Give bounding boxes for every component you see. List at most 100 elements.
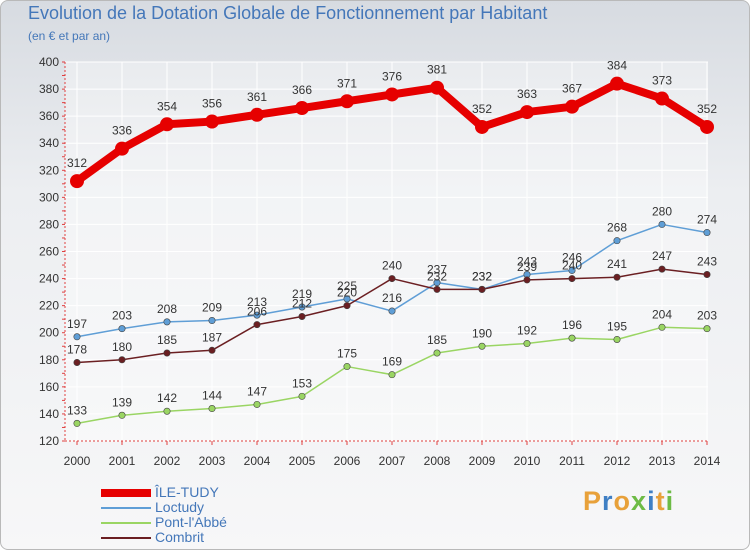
data-point [700, 119, 714, 134]
data-point [565, 99, 579, 114]
data-point [613, 273, 621, 281]
data-label: 352 [697, 102, 717, 116]
y-tick-label: 360 [39, 109, 59, 123]
x-tick-label: 2010 [514, 454, 541, 468]
data-point [703, 229, 711, 237]
data-label: 219 [292, 287, 312, 301]
x-tick-label: 2011 [559, 454, 585, 468]
data-label: 220 [337, 286, 357, 300]
data-point [478, 342, 486, 350]
data-point [388, 275, 396, 283]
y-tick-label: 180 [39, 353, 59, 367]
data-point [298, 303, 306, 311]
data-point [613, 335, 621, 343]
data-label: 239 [517, 260, 537, 274]
data-label: 209 [202, 301, 222, 315]
data-label: 147 [247, 384, 267, 398]
data-point [655, 91, 669, 106]
data-label: 232 [472, 269, 492, 283]
y-tick-label: 160 [39, 380, 59, 394]
data-point [343, 295, 351, 303]
data-label: 212 [292, 296, 312, 310]
data-point [73, 358, 81, 366]
data-label: 216 [382, 291, 402, 305]
data-point [343, 302, 351, 310]
data-point [613, 237, 621, 245]
data-label: 144 [202, 389, 222, 403]
data-label: 247 [652, 249, 672, 263]
logo-letter: x [631, 486, 648, 516]
x-tick-label: 2013 [649, 454, 676, 468]
y-tick-label: 240 [39, 272, 59, 286]
data-point [208, 346, 216, 354]
data-point [298, 312, 306, 320]
data-point [163, 407, 171, 415]
data-point [295, 101, 309, 116]
data-point [388, 371, 396, 379]
data-point [520, 105, 534, 120]
proxiti-logo: Proxiti [583, 486, 674, 517]
x-tick-label: 2012 [604, 454, 631, 468]
data-point [298, 392, 306, 400]
data-label: 363 [517, 87, 537, 101]
logo-letter: t [655, 486, 666, 516]
data-point [478, 285, 486, 293]
data-label: 185 [157, 333, 177, 347]
legend-swatch [101, 522, 151, 524]
data-point [163, 349, 171, 357]
data-point [160, 117, 174, 132]
x-tick-label: 2000 [64, 454, 91, 468]
data-point [385, 87, 399, 102]
data-label: 241 [607, 257, 627, 271]
data-label: 232 [427, 269, 447, 283]
data-point [568, 275, 576, 283]
y-tick-label: 280 [39, 217, 59, 231]
data-label: 175 [337, 347, 357, 361]
data-label: 240 [382, 259, 402, 273]
data-label: 366 [292, 83, 312, 97]
logo-letter: i [647, 486, 656, 516]
data-label: 352 [472, 102, 492, 116]
data-label: 243 [517, 255, 537, 269]
logo-letter: P [583, 486, 603, 516]
data-point [250, 107, 264, 122]
data-label: 274 [697, 213, 717, 227]
y-tick-label: 260 [39, 245, 59, 259]
data-point [343, 363, 351, 371]
data-point [253, 400, 261, 408]
y-tick-label: 340 [39, 136, 59, 150]
legend-swatch [101, 489, 151, 497]
logo-letter: r [602, 486, 614, 516]
data-label: 232 [472, 269, 492, 283]
data-label: 203 [697, 309, 717, 323]
x-tick-label: 2008 [424, 454, 451, 468]
data-label: 371 [337, 76, 357, 90]
data-point [340, 94, 354, 109]
data-label: 180 [112, 340, 132, 354]
data-label: 187 [202, 330, 222, 344]
data-label: 185 [427, 333, 447, 347]
data-point [475, 119, 489, 134]
legend-swatch [101, 507, 151, 509]
data-point [658, 323, 666, 331]
data-point [523, 276, 531, 284]
data-label: 268 [607, 221, 627, 235]
data-label: 213 [247, 295, 267, 309]
data-label: 246 [562, 250, 582, 264]
data-point [658, 265, 666, 273]
x-tick-label: 2009 [469, 454, 496, 468]
data-label: 169 [382, 355, 402, 369]
x-tick-label: 2004 [244, 454, 271, 468]
data-label: 178 [67, 342, 87, 356]
data-label: 381 [427, 63, 447, 77]
data-point [115, 141, 129, 156]
data-label: 196 [562, 318, 582, 332]
data-point [118, 325, 126, 333]
data-point [703, 271, 711, 279]
chart-subtitle: (en € et par an) [28, 29, 111, 43]
data-point [73, 419, 81, 427]
data-label: 192 [517, 324, 537, 338]
x-tick-label: 2005 [289, 454, 316, 468]
legend-label: ÎLE-TUDY [155, 484, 219, 500]
